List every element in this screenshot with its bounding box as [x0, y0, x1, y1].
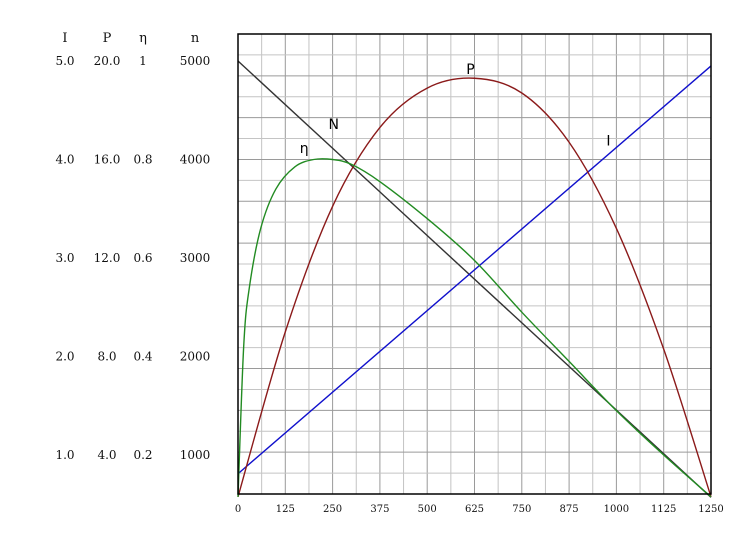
- scale-value: 0.2: [133, 448, 152, 462]
- plot-frame: [237, 33, 712, 495]
- x-tick-label: 1125: [651, 504, 676, 515]
- curve-label: η: [300, 141, 309, 157]
- x-tick-label: 0: [235, 504, 241, 515]
- scale-value: 0.6: [133, 251, 152, 265]
- scale-value: 1.0: [55, 448, 74, 462]
- scale-value: 5.0: [55, 54, 74, 68]
- scale-value: 20.0: [94, 54, 121, 68]
- scale-value: 1000: [180, 448, 211, 462]
- scale-value: 1: [139, 54, 147, 68]
- x-tick-label: 125: [276, 504, 295, 515]
- left-value-scales: I 5.0 4.0 3.0 2.0 1.0 P 20.0 16.0 12.0 8.0 4.0 η 1 0.8…: [55, 31, 210, 462]
- x-tick-label: 1000: [604, 504, 629, 515]
- scale-header-3: η: [139, 31, 147, 46]
- scale-value: 4.0: [97, 448, 116, 462]
- scale-header-4: n: [191, 31, 200, 46]
- x-tick-label: 250: [323, 504, 342, 515]
- x-tick-label: 875: [560, 504, 579, 515]
- curve-label: P: [466, 62, 474, 78]
- x-tick-label: 375: [370, 504, 389, 515]
- series-line-p: [237, 77, 712, 498]
- curve-label: I: [606, 133, 610, 149]
- series-line-eta: [237, 158, 712, 498]
- x-tick-label: 500: [418, 504, 437, 515]
- series-line-i: [237, 65, 712, 475]
- x-tick-label: 625: [465, 504, 484, 515]
- scale-header-2: P: [103, 31, 112, 46]
- scale-header-1: I: [62, 31, 67, 46]
- scale-value: 4.0: [55, 153, 74, 167]
- scale-value: 0.4: [133, 350, 152, 364]
- plot-series: [237, 60, 712, 498]
- curve-label: N: [328, 117, 338, 133]
- scale-value: 16.0: [94, 153, 121, 167]
- series-line-n: [237, 60, 712, 498]
- scale-value: 3.0: [55, 251, 74, 265]
- scale-value: 4000: [180, 153, 211, 167]
- x-tick-label: 1250: [698, 504, 723, 515]
- scale-value: 2000: [180, 350, 211, 364]
- scale-value: 8.0: [97, 350, 116, 364]
- scale-value: 2.0: [55, 350, 74, 364]
- x-tick-label: 750: [512, 504, 531, 515]
- scale-value: 3000: [180, 251, 211, 265]
- scale-value: 12.0: [94, 251, 121, 265]
- x-axis-ticks: 0 125 250 375 500 625 750 875 1000 1125 1250: [235, 504, 724, 515]
- scale-value: 0.8: [133, 153, 152, 167]
- plot-grid: [238, 34, 711, 494]
- scale-value: 5000: [180, 54, 211, 68]
- curve-labels: N I Pη: [300, 62, 611, 157]
